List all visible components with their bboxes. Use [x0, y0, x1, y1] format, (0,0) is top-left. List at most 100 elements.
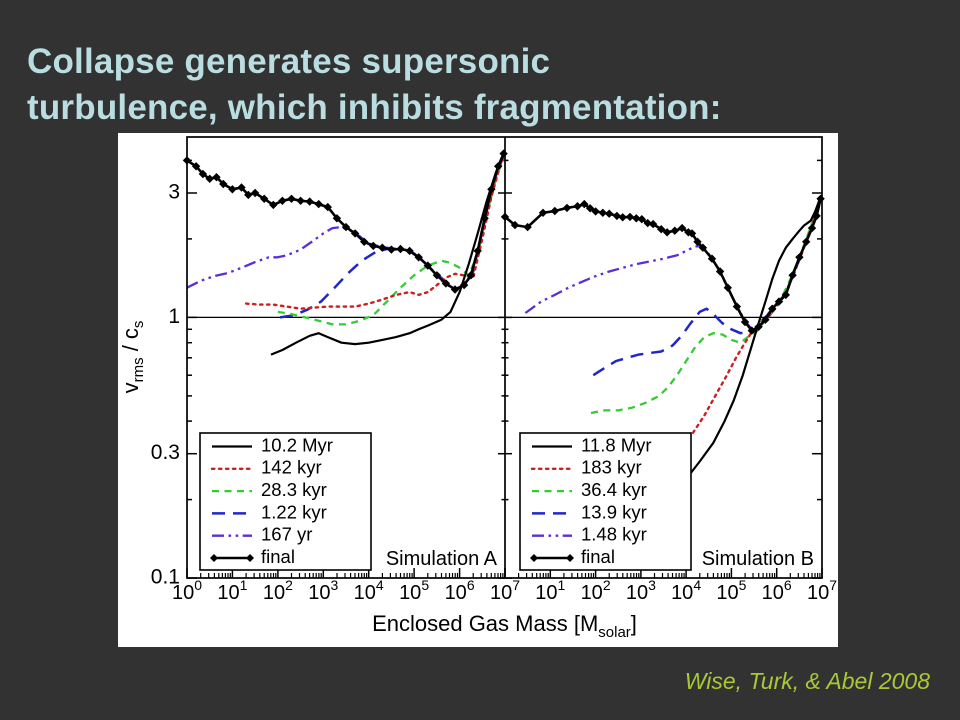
diamond-marker — [648, 219, 658, 229]
diamond-marker — [774, 297, 784, 306]
diamond-marker — [612, 211, 622, 221]
diamond-marker — [740, 317, 750, 327]
diamond-marker — [538, 208, 548, 217]
diamond-marker — [807, 223, 817, 233]
diamond-marker — [795, 253, 804, 262]
diamond-marker — [585, 204, 595, 213]
legend-entry-label: 11.8 Myr — [581, 434, 652, 455]
diamond-marker — [260, 194, 269, 203]
citation-text: Wise, Turk, & Abel 2008 — [684, 668, 930, 694]
y-tick-label: 1 — [168, 305, 180, 328]
slide-title-line-1: Collapse generates supersonic — [27, 42, 551, 82]
legend-entry-label: 10.2 Myr — [261, 434, 333, 455]
diamond-marker — [459, 280, 469, 290]
x-tick-label: 102 — [581, 577, 611, 604]
diamond-marker — [562, 203, 572, 213]
diamond-marker — [670, 226, 679, 235]
slide-title-line-2: turbulence, which inhibits fragmentation… — [27, 87, 722, 127]
diamond-marker — [662, 228, 672, 237]
diamond-marker — [754, 322, 763, 331]
series-line-167-yr — [186, 154, 505, 289]
x-tick-label: 103 — [308, 577, 338, 604]
diamond-marker — [269, 200, 278, 210]
y-tick-label: 0.1 — [151, 566, 180, 589]
diamond-marker — [687, 229, 697, 238]
x-axis-label: Enclosed Gas Mass [Msolar] — [372, 611, 637, 641]
diamond-marker — [387, 245, 396, 254]
legend-entry-label: 13.9 kyr — [581, 501, 647, 522]
diamond-marker — [747, 326, 756, 335]
series-line-13-9-kyr — [592, 197, 822, 377]
x-tick-label: 107 — [807, 577, 837, 604]
diamond-marker — [480, 214, 489, 223]
diamond-marker — [305, 197, 314, 206]
diamond-marker — [369, 241, 378, 251]
diamond-marker — [802, 237, 811, 246]
diamond-marker — [414, 253, 423, 262]
x-tick-label: 101 — [535, 577, 565, 604]
legend-entry-label: 142 kyr — [261, 457, 322, 478]
diamond-marker — [499, 149, 508, 158]
diamond-marker — [625, 212, 635, 222]
diamond-marker — [761, 315, 770, 324]
diamond-marker — [341, 222, 351, 232]
diamond-marker — [191, 162, 201, 171]
slide-title: Collapse generates supersonic turbulence… — [27, 39, 927, 130]
series-line-36-4-kyr — [590, 198, 822, 415]
legend-entry-label: final — [261, 546, 295, 567]
diamond-marker — [715, 267, 725, 276]
x-tick-label: 100 — [172, 577, 202, 604]
legend-entry-label: 183 kyr — [581, 457, 642, 478]
diamond-marker — [296, 196, 305, 205]
diamond-marker — [605, 209, 614, 218]
diamond-marker — [693, 237, 702, 246]
diamond-marker — [812, 211, 821, 221]
diamond-marker — [632, 214, 641, 223]
diamond-marker — [210, 554, 218, 562]
diamond-marker — [723, 283, 732, 292]
x-tick-label: 101 — [217, 577, 247, 604]
legend-entry-label: 28.3 kyr — [261, 479, 327, 500]
diamond-marker — [788, 271, 797, 280]
diamond-marker — [487, 185, 496, 194]
diamond-marker — [323, 202, 332, 212]
diamond-marker — [510, 220, 520, 230]
diamond-marker — [332, 214, 342, 223]
diamond-marker — [768, 304, 777, 313]
diamond-marker — [450, 285, 460, 294]
diamond-marker — [618, 213, 627, 222]
diamond-marker — [350, 229, 360, 238]
diamond-marker — [396, 244, 405, 254]
legend-entry-label: 167 yr — [261, 524, 312, 545]
diamond-marker — [677, 223, 687, 233]
diamond-marker — [360, 237, 369, 246]
diamond-marker — [423, 261, 432, 270]
x-tick-label: 107 — [490, 577, 520, 604]
diamond-marker — [523, 222, 532, 232]
diamond-marker — [228, 185, 237, 194]
diamond-marker — [657, 225, 666, 234]
legend-box — [519, 432, 692, 571]
x-tick-label: 106 — [762, 577, 792, 604]
diamond-marker — [530, 554, 538, 562]
diamond-marker — [643, 218, 652, 228]
y-tick-label: 0.3 — [151, 441, 180, 464]
x-tick-label: 104 — [671, 577, 701, 604]
series-line-1-48-kyr — [524, 198, 822, 331]
diamond-marker — [573, 202, 582, 211]
panel-label: Simulation B — [702, 548, 814, 570]
x-tick-label: 104 — [354, 577, 384, 604]
diamond-marker — [212, 173, 221, 182]
legend-box — [199, 432, 372, 571]
diamond-marker — [550, 206, 559, 216]
legend-entry-label: 1.48 kyr — [581, 524, 647, 545]
panel-label: Simulation A — [386, 548, 498, 570]
diamond-marker — [732, 302, 742, 311]
diamond-marker — [816, 194, 825, 203]
diamond-marker — [205, 174, 214, 183]
x-tick-label: 105 — [399, 577, 429, 604]
diamond-marker — [598, 208, 607, 217]
diamond-marker — [566, 554, 574, 562]
